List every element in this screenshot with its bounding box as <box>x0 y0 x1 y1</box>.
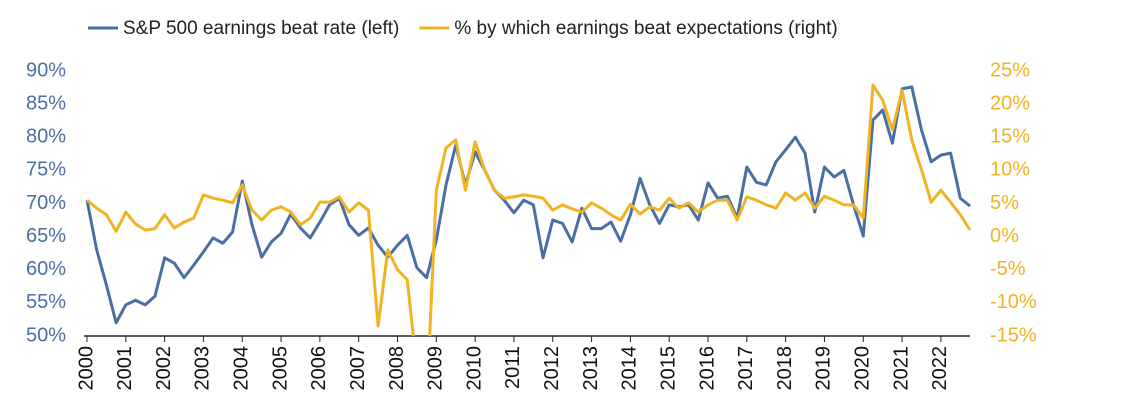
y-tick-label: 50% <box>26 324 66 346</box>
y2-tick-label: 0% <box>990 225 1019 247</box>
y-tick-label: 70% <box>26 192 66 214</box>
y-tick-label: 60% <box>26 258 66 280</box>
series-line <box>86 83 972 336</box>
y2-tick-label: 5% <box>990 192 1019 214</box>
y2-tick-label: 10% <box>990 159 1030 181</box>
x-tick-label: 2004 <box>231 346 253 391</box>
y-tick-label: 80% <box>26 126 66 148</box>
x-tick-label: 2010 <box>463 346 485 391</box>
x-tick-label: 2000 <box>75 346 97 391</box>
x-tick-label: 2002 <box>153 346 175 391</box>
x-tick-label: 2016 <box>696 346 718 391</box>
y2-tick-label: -5% <box>990 258 1026 280</box>
x-tick-label: 2022 <box>929 346 951 391</box>
y-tick-label: 55% <box>26 291 66 313</box>
y2-tick-label: -15% <box>990 324 1037 346</box>
x-tick-label: 2006 <box>308 346 330 391</box>
x-tick-label: 2001 <box>114 346 136 391</box>
x-tick-label: 2008 <box>386 346 408 391</box>
x-tick-label: 2007 <box>347 346 369 391</box>
x-tick-label: 2018 <box>774 346 796 391</box>
x-tick-label: 2020 <box>852 346 874 391</box>
y2-tick-label: 20% <box>990 92 1030 114</box>
y2-tick-label: 15% <box>990 126 1030 148</box>
x-tick-label: 2009 <box>425 346 447 391</box>
y2-tick-label: 25% <box>990 59 1030 81</box>
y2-tick-label: -10% <box>990 291 1037 313</box>
y-tick-label: 85% <box>26 92 66 114</box>
x-tick-label: 2015 <box>657 346 679 391</box>
x-tick-label: 2017 <box>735 346 757 391</box>
y-tick-label: 75% <box>26 159 66 181</box>
y-tick-label: 65% <box>26 225 66 247</box>
x-tick-label: 2012 <box>541 346 563 391</box>
legend-label: S&P 500 earnings beat rate (left) <box>123 18 399 39</box>
y-tick-label: 90% <box>26 59 66 81</box>
legend-label: % by which earnings beat expectations (r… <box>454 18 837 39</box>
x-tick-label: 2011 <box>502 346 524 389</box>
x-tick-label: 2014 <box>619 346 641 391</box>
x-tick-label: 2021 <box>890 346 912 391</box>
series-line <box>85 85 971 325</box>
x-tick-label: 2003 <box>192 346 214 391</box>
x-tick-label: 2019 <box>813 346 835 391</box>
x-tick-label: 2013 <box>580 346 602 391</box>
x-tick-label: 2005 <box>269 346 291 391</box>
